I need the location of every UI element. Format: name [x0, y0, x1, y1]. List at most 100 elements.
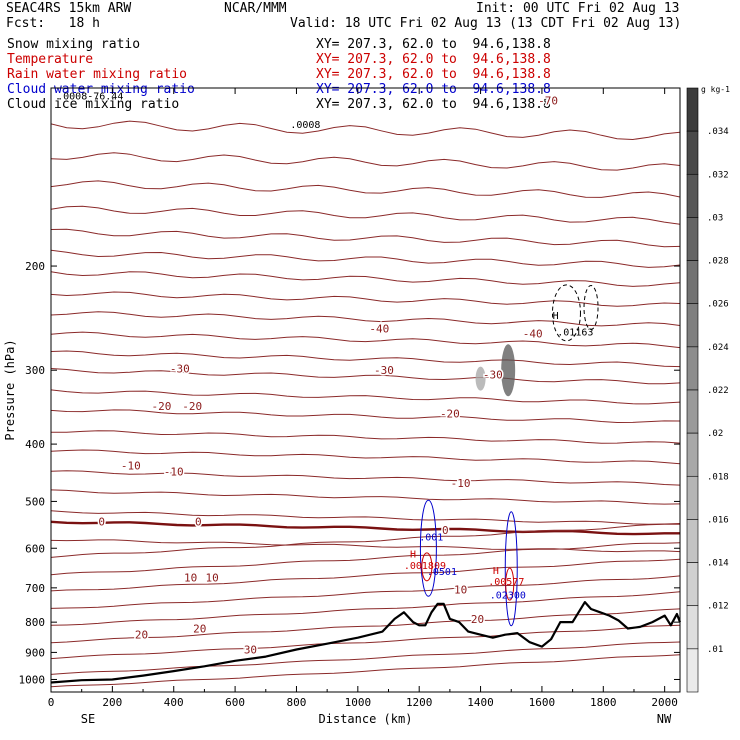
field-xy-range: XY= 207.3, 62.0 to 94.6,138.8: [316, 97, 551, 112]
y-tick-label: 700: [25, 582, 45, 595]
y-tick-label: 600: [25, 542, 45, 555]
y-tick-label: 300: [25, 364, 45, 377]
isotherm-line: [51, 271, 680, 287]
isotherm-line: [51, 311, 680, 327]
mixing-ratio-label: .0501: [427, 567, 457, 578]
x-tick-label: 800: [287, 696, 307, 709]
colorbar-segment: [686, 389, 699, 434]
isotherm-line: [51, 449, 680, 465]
temperature-label: -20: [182, 400, 202, 413]
mixing-ratio-label: .02300: [490, 590, 526, 601]
temperature-label: -10: [121, 460, 141, 473]
x-tick-label: 1200: [406, 696, 433, 709]
field-xy-range: XY= 207.3, 62.0 to 94.6,138.8: [316, 82, 551, 97]
snow-shading: [475, 366, 486, 391]
isotherm-line: [51, 558, 680, 592]
temperature-label: -40: [369, 322, 389, 335]
x-tick-label: 1800: [590, 696, 617, 709]
temperature-label: 0: [442, 524, 449, 537]
colorbar-tick-label: .034: [707, 127, 729, 137]
temperature-label: 20: [193, 622, 206, 635]
colorbar-segment: [686, 562, 699, 607]
x-tick-label: 600: [225, 696, 245, 709]
colorbar-tick-label: .024: [707, 343, 729, 353]
colorbar-unit: g kg-1: [701, 85, 730, 94]
colorbar-segment: [686, 475, 699, 520]
mixing-ratio-label: H: [410, 549, 416, 560]
temperature-label: -70: [538, 95, 558, 108]
isotherm-line: [51, 523, 680, 558]
temperature-label: 10: [184, 571, 197, 584]
field-xy-range: XY= 207.3, 62.0 to 94.6,138.8: [316, 52, 551, 67]
field-label: Rain water mixing ratio: [7, 67, 188, 82]
colorbar-segment: [686, 303, 699, 348]
mixing-ratio-label: H: [493, 566, 499, 577]
isotherm-line: [51, 575, 680, 609]
x-tick-label: 2000: [651, 696, 678, 709]
isotherm-line: [51, 291, 680, 307]
isotherm-line: [51, 180, 680, 198]
isotherm-line: [51, 120, 680, 141]
colorbar-segment: [686, 432, 699, 477]
temperature-label: -40: [523, 327, 543, 340]
isotherm-line: [51, 470, 680, 486]
colorbar-segment: [686, 87, 699, 132]
isotherm-line: [51, 654, 680, 688]
x-end-label-right: NW: [657, 712, 672, 726]
colorbar-tick-label: .018: [707, 472, 729, 482]
temperature-label: 10: [454, 584, 467, 597]
mixing-ratio-label: H: [553, 311, 559, 322]
temperature-label: -10: [164, 465, 184, 478]
x-end-label-left: SE: [81, 712, 95, 726]
temperature-label: -30: [170, 362, 190, 375]
y-tick-label: 1000: [19, 673, 46, 686]
isotherm-line: [51, 624, 680, 660]
field-xy-range: XY= 207.3, 62.0 to 94.6,138.8: [316, 67, 551, 82]
cloud-ice-contour: [583, 284, 599, 330]
colorbar-segment: [686, 130, 699, 175]
isotherm-line: [51, 510, 680, 525]
colorbar-segment: [686, 173, 699, 218]
terrain-line: [50, 601, 682, 684]
temperature-label: 10: [205, 571, 218, 584]
y-axis-title: Pressure (hPa): [3, 339, 17, 440]
x-tick-label: 1400: [467, 696, 494, 709]
y-tick-label: 900: [25, 646, 45, 659]
isotherm-line: [51, 608, 680, 644]
temperature-label: -30: [483, 368, 503, 381]
field-label: Cloud ice mixing ratio: [7, 97, 180, 112]
colorbar-segment: [686, 217, 699, 261]
header-org: NCAR/MMM: [224, 1, 287, 16]
colorbar-tick-label: .01: [707, 645, 723, 655]
colorbar-tick-label: .012: [707, 602, 729, 612]
colorbar-tick-label: .022: [707, 386, 729, 396]
header-forecast: Fcst: 18 h: [6, 16, 100, 31]
isotherm-line: [51, 489, 680, 505]
isotherm-line: [51, 331, 680, 349]
temperature-label: -30: [374, 364, 394, 377]
y-tick-label: 200: [25, 260, 45, 273]
colorbar-segment: [686, 260, 699, 305]
rain-water-contour: [421, 552, 433, 582]
colorbar-tick-label: .014: [707, 559, 729, 569]
colorbar-segment: [686, 346, 699, 391]
y-tick-label: 500: [25, 495, 45, 508]
isotherm-line: [51, 228, 680, 248]
colorbar-tick-label: .028: [707, 257, 729, 267]
mixing-ratio-label: .0008-76.44: [57, 92, 123, 103]
colorbar-segment: [686, 648, 699, 693]
temperature-label: 20: [135, 629, 148, 642]
isotherm-line: [51, 591, 680, 626]
mixing-ratio-label: .01163: [557, 327, 593, 338]
temperature-label: 0: [98, 516, 105, 529]
field-xy-range: XY= 207.3, 62.0 to 94.6,138.8: [316, 37, 551, 52]
temperature-label: 0: [195, 516, 202, 529]
rain-water-contour: [505, 567, 515, 601]
temperature-label: 20: [471, 613, 484, 626]
cloud-water-contour: [419, 499, 437, 597]
plot-frame: [50, 87, 681, 693]
cloud-ice-contour: [551, 284, 581, 342]
mixing-ratio-label: .00577: [488, 577, 524, 588]
isotherm-line: [51, 409, 680, 424]
